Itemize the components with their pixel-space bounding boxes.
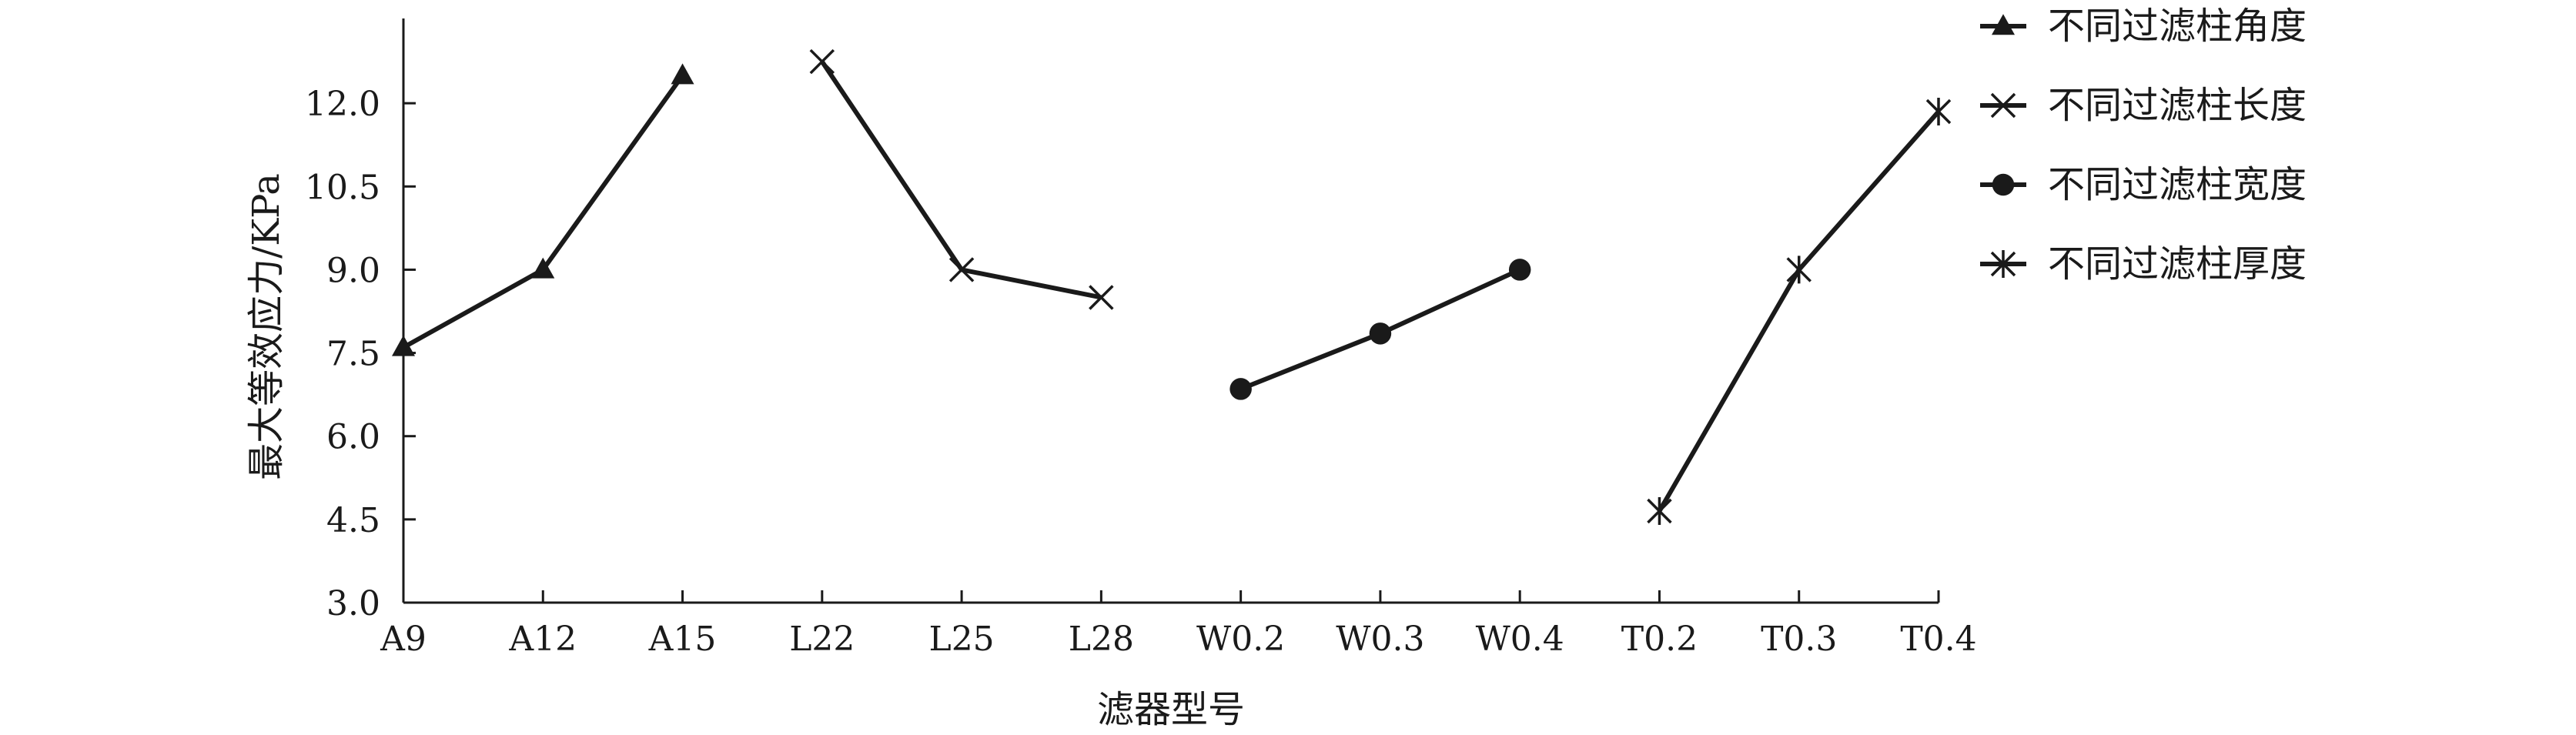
series-group xyxy=(392,48,1952,526)
y-tick-label: 12.0 xyxy=(305,85,380,124)
x-tick-label: L28 xyxy=(1069,620,1134,659)
axes xyxy=(402,18,1939,604)
series-x xyxy=(809,48,1114,310)
series-circle xyxy=(1229,259,1531,400)
x-tick-label: A12 xyxy=(508,620,577,659)
x-tick-label: W0.4 xyxy=(1476,620,1564,659)
data-point xyxy=(809,48,835,75)
series-line xyxy=(1657,109,1941,513)
data-point xyxy=(531,257,555,279)
y-tick-label: 3.0 xyxy=(326,584,380,623)
legend-item: 不同过滤柱厚度 xyxy=(1980,242,2307,286)
legend-item: 不同过滤柱长度 xyxy=(1980,84,2307,127)
data-point xyxy=(1229,378,1252,400)
x-tick-label: W0.2 xyxy=(1196,620,1285,659)
data-point xyxy=(948,257,975,282)
data-point xyxy=(1647,497,1672,526)
y-axis-ticks: 3.0 4.5 6.0 7.5 9.0 10.5 12.0 xyxy=(305,85,416,623)
series-triangle xyxy=(392,63,694,356)
data-point xyxy=(1369,322,1392,345)
legend-item: 不同过滤柱宽度 xyxy=(1980,163,2307,206)
legend-marker xyxy=(1990,250,2016,278)
legend-marker xyxy=(1992,173,2015,196)
x-tick-label: T0.2 xyxy=(1621,620,1698,659)
data-point xyxy=(1508,259,1531,281)
legend-label: 不同过滤柱角度 xyxy=(2048,5,2307,48)
x-tick-label: A15 xyxy=(648,620,717,659)
y-tick-label: 9.0 xyxy=(326,251,380,290)
x-tick-label: A9 xyxy=(380,620,427,659)
data-point xyxy=(1786,256,1812,284)
y-tick-label: 6.0 xyxy=(326,418,380,457)
y-tick-label: 4.5 xyxy=(326,501,380,540)
x-axis-ticks: A9 A12 A15 L22 L25 L28 W0.2 W0.3 W0.4 T0.2 T0.3 T0.… xyxy=(380,590,1977,659)
x-tick-label: L22 xyxy=(789,620,855,659)
legend-label: 不同过滤柱宽度 xyxy=(2048,163,2307,206)
x-tick-label: T0.3 xyxy=(1761,620,1837,659)
x-tick-label: W0.3 xyxy=(1336,620,1424,659)
data-point xyxy=(1089,285,1114,310)
data-point xyxy=(671,63,694,85)
series-asterisk xyxy=(1647,97,1952,526)
x-tick-label: T0.4 xyxy=(1900,620,1976,659)
series-line xyxy=(820,60,1102,300)
y-tick-label: 10.5 xyxy=(305,168,380,207)
x-tick-label: L25 xyxy=(928,620,994,659)
x-axis-label: 滤器型号 xyxy=(1097,688,1245,731)
legend-item: 不同过滤柱角度 xyxy=(1980,5,2307,48)
legend-marker xyxy=(1990,92,2016,119)
legend-label: 不同过滤柱厚度 xyxy=(2048,242,2307,286)
y-axis-label: 最大等效应力/KPa xyxy=(245,173,288,480)
y-tick-label: 7.5 xyxy=(326,335,380,374)
series-line xyxy=(402,74,684,349)
legend-marker xyxy=(1992,14,2015,35)
data-point xyxy=(1925,97,1952,125)
legend-label: 不同过滤柱长度 xyxy=(2048,84,2307,127)
data-point xyxy=(392,335,415,356)
